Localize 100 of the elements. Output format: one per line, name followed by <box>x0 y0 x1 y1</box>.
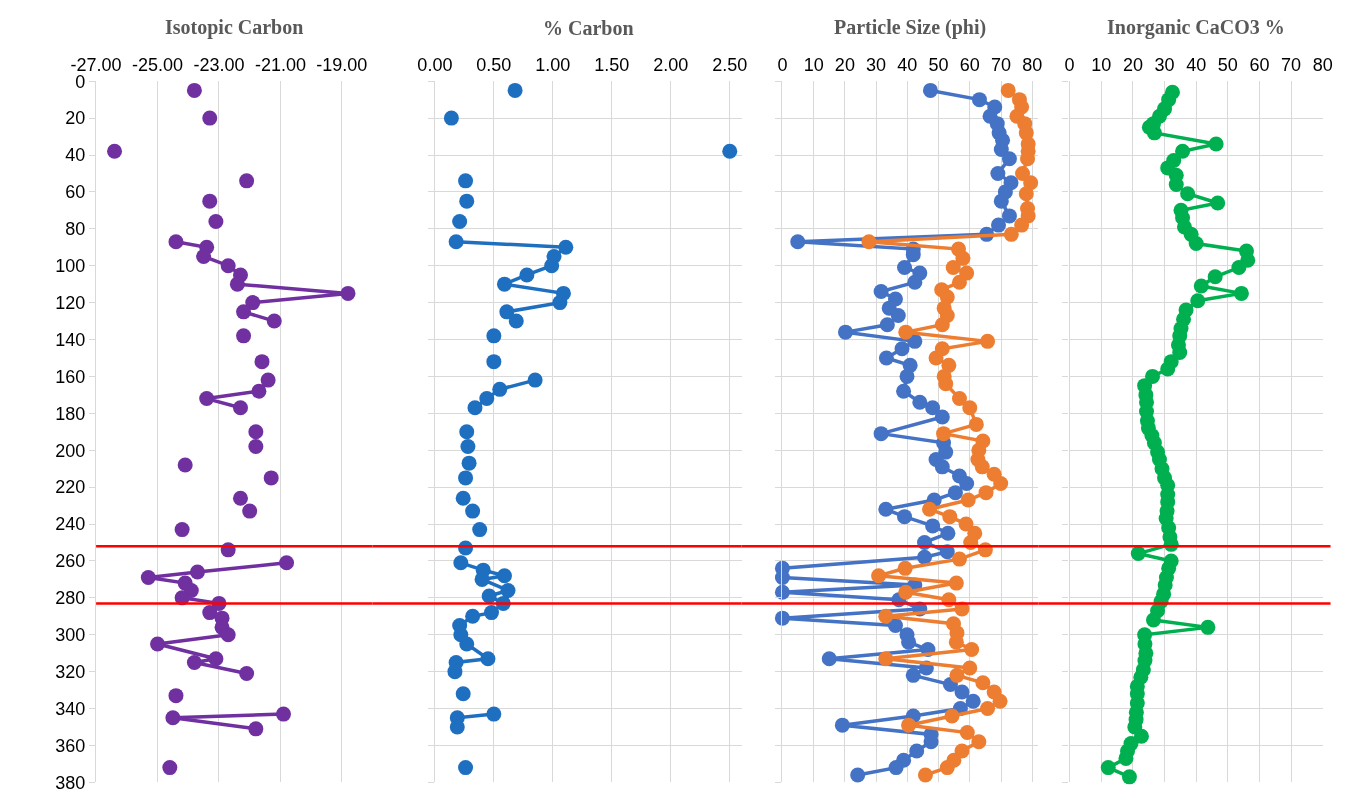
point <box>492 381 508 397</box>
x-tick-label: 2.50 <box>712 54 748 75</box>
x-tick-label: -19.00 <box>316 54 368 75</box>
point <box>486 706 502 722</box>
point <box>500 582 516 598</box>
point <box>458 173 474 189</box>
point <box>189 564 205 580</box>
point <box>199 391 215 407</box>
point <box>340 285 356 301</box>
point <box>527 372 543 388</box>
x-tick-label: 10 <box>803 54 824 75</box>
point <box>220 627 236 643</box>
point <box>239 666 255 681</box>
point <box>202 193 218 209</box>
point <box>460 439 476 455</box>
point <box>508 313 524 329</box>
x-tick-label: 2.00 <box>653 54 689 75</box>
y-tick-label: 280 <box>55 588 86 609</box>
point <box>220 258 236 274</box>
y-tick-label: 260 <box>55 551 86 572</box>
point <box>239 173 255 189</box>
point <box>140 570 156 586</box>
point <box>479 391 495 407</box>
point <box>165 710 181 726</box>
point <box>447 664 463 680</box>
point <box>232 400 248 416</box>
y-tick-label: 340 <box>55 698 86 719</box>
point <box>448 234 464 250</box>
point <box>507 82 523 98</box>
point <box>202 110 218 126</box>
point <box>248 439 264 455</box>
point <box>242 503 258 519</box>
point <box>480 651 496 667</box>
x-tick-label: 70 <box>1281 54 1302 75</box>
point <box>465 608 481 624</box>
y-tick-label: 140 <box>55 329 86 350</box>
point <box>496 568 512 584</box>
chart-title: Inorganic CaCO3 % <box>1107 16 1285 39</box>
x-tick-label: 20 <box>834 54 855 75</box>
point <box>248 424 264 440</box>
y-tick-label: 360 <box>55 735 86 756</box>
point <box>496 276 512 292</box>
x-tick-label: 50 <box>928 54 949 75</box>
y-tick-label: 180 <box>55 403 86 424</box>
x-tick-label: 50 <box>1217 54 1238 75</box>
y-tick-label: 20 <box>65 108 86 129</box>
y-tick-label: 80 <box>65 219 86 240</box>
chart-title: Isotopic Carbon <box>165 16 304 39</box>
x-tick-label: 20 <box>1122 54 1143 75</box>
point <box>245 295 261 311</box>
y-tick-label: 300 <box>55 625 86 646</box>
x-tick-label: 0 <box>777 54 788 75</box>
y-tick-label: 320 <box>55 661 86 682</box>
point <box>544 258 560 274</box>
point <box>443 110 459 126</box>
point <box>455 686 471 702</box>
point <box>251 383 267 399</box>
x-tick-label: -23.00 <box>193 54 245 75</box>
x-tick-label: 60 <box>1249 54 1270 75</box>
x-tick-label: 10 <box>1091 54 1112 75</box>
chart-title: % Carbon <box>543 17 634 39</box>
point <box>208 213 224 229</box>
point <box>168 234 184 250</box>
point <box>458 470 474 486</box>
point <box>266 313 282 329</box>
point <box>279 555 295 571</box>
point <box>459 636 475 652</box>
point <box>229 276 245 292</box>
y-tick-label: 380 <box>55 772 86 793</box>
point <box>260 372 276 388</box>
point <box>202 605 218 621</box>
point <box>208 651 224 667</box>
point <box>499 304 515 320</box>
point <box>455 490 471 506</box>
point <box>177 457 193 473</box>
chart-title: Particle Size (phi) <box>834 16 987 39</box>
x-tick-label: -21.00 <box>254 54 306 75</box>
point <box>168 688 184 704</box>
x-tick-label: 80 <box>1312 54 1333 75</box>
x-tick-label: 1.00 <box>535 54 571 75</box>
point <box>236 328 252 344</box>
point <box>459 193 475 209</box>
y-tick-label: 60 <box>65 182 86 203</box>
point <box>458 760 474 776</box>
point <box>467 400 483 416</box>
x-tick-label: 40 <box>1186 54 1207 75</box>
x-tick-label: 0.50 <box>476 54 512 75</box>
x-tick-label: 80 <box>1022 54 1043 75</box>
y-tick-label: 240 <box>55 514 86 535</box>
point <box>107 143 123 159</box>
point <box>519 267 535 283</box>
point <box>248 721 264 737</box>
point <box>722 143 738 159</box>
point <box>236 304 252 320</box>
point <box>472 522 488 538</box>
y-tick-label: 160 <box>55 366 86 387</box>
point <box>465 503 481 519</box>
point <box>453 555 469 571</box>
y-tick-label: 200 <box>55 440 86 461</box>
point <box>186 654 202 670</box>
